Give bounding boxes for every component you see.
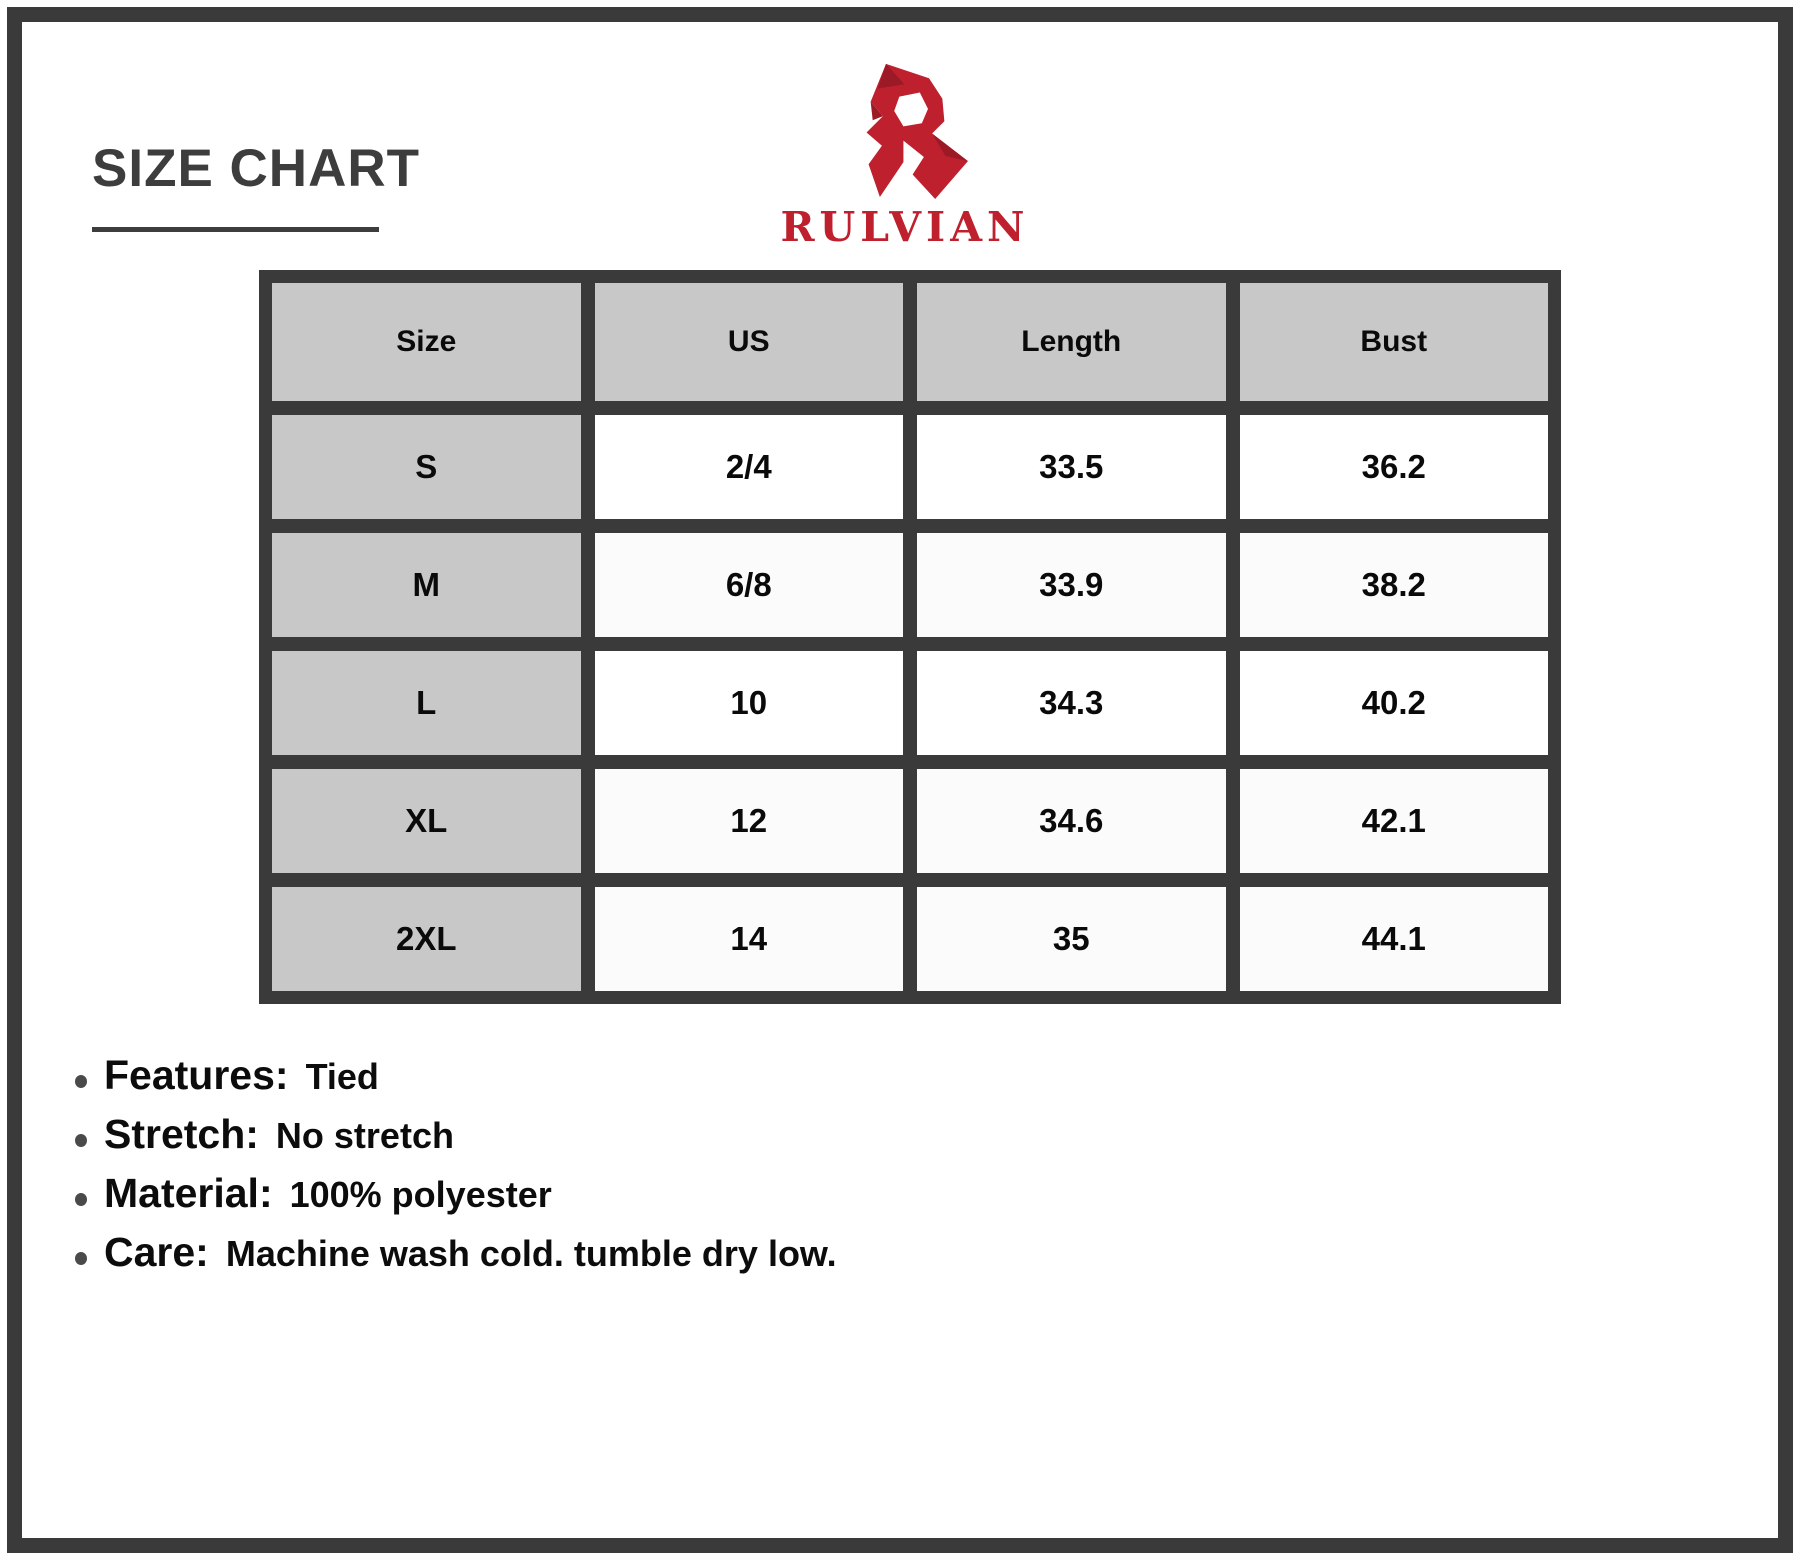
table-cell: 14	[594, 887, 903, 991]
table-cell: 33.9	[917, 533, 1226, 637]
table-cell: 38.2	[1239, 533, 1548, 637]
row-label: M	[272, 533, 581, 637]
table-cell: 6/8	[594, 533, 903, 637]
table-cell: 33.5	[917, 415, 1226, 519]
product-details-list: Features: Tied Stretch: No stretch Mater…	[75, 1052, 837, 1288]
detail-value: 100% polyester	[289, 1174, 552, 1215]
detail-label: Stretch:	[104, 1111, 259, 1157]
brand-name: RULVIAN	[780, 203, 1030, 251]
list-item: Features: Tied	[75, 1052, 837, 1111]
bullet-icon	[75, 1134, 87, 1147]
bullet-icon	[75, 1252, 87, 1265]
table-cell: 10	[594, 651, 903, 755]
column-header-bust: Bust	[1239, 283, 1548, 401]
row-label: L	[272, 651, 581, 755]
size-chart-table: Size US Length Bust S 2/4 33.5 36.2 M 6/…	[259, 270, 1561, 1004]
bullet-icon	[75, 1193, 87, 1206]
table-cell: 36.2	[1239, 415, 1548, 519]
bullet-icon	[75, 1075, 87, 1088]
row-label: 2XL	[272, 887, 581, 991]
row-label: S	[272, 415, 581, 519]
table-cell: 34.3	[917, 651, 1226, 755]
column-header-length: Length	[917, 283, 1226, 401]
list-item: Care: Machine wash cold. tumble dry low.	[75, 1229, 837, 1288]
table-cell: 34.6	[917, 769, 1226, 873]
table-cell: 35	[917, 887, 1226, 991]
row-label: XL	[272, 769, 581, 873]
rulvian-r-mark-icon	[866, 63, 968, 200]
table-cell: 2/4	[594, 415, 903, 519]
table-cell: 12	[594, 769, 903, 873]
detail-label: Care:	[104, 1229, 209, 1275]
list-item: Stretch: No stretch	[75, 1111, 837, 1170]
detail-value: Tied	[305, 1056, 379, 1097]
table-cell: 44.1	[1239, 887, 1548, 991]
table-cell: 40.2	[1239, 651, 1548, 755]
title-underline	[92, 227, 379, 232]
column-header-us: US	[594, 283, 903, 401]
page-title: SIZE CHART	[92, 139, 420, 198]
detail-label: Material:	[104, 1170, 273, 1216]
detail-label: Features:	[104, 1052, 289, 1098]
list-item: Material: 100% polyester	[75, 1170, 837, 1229]
table-cell: 42.1	[1239, 769, 1548, 873]
detail-value: No stretch	[275, 1115, 454, 1156]
column-header-size: Size	[272, 283, 581, 401]
detail-value: Machine wash cold. tumble dry low.	[225, 1233, 837, 1274]
